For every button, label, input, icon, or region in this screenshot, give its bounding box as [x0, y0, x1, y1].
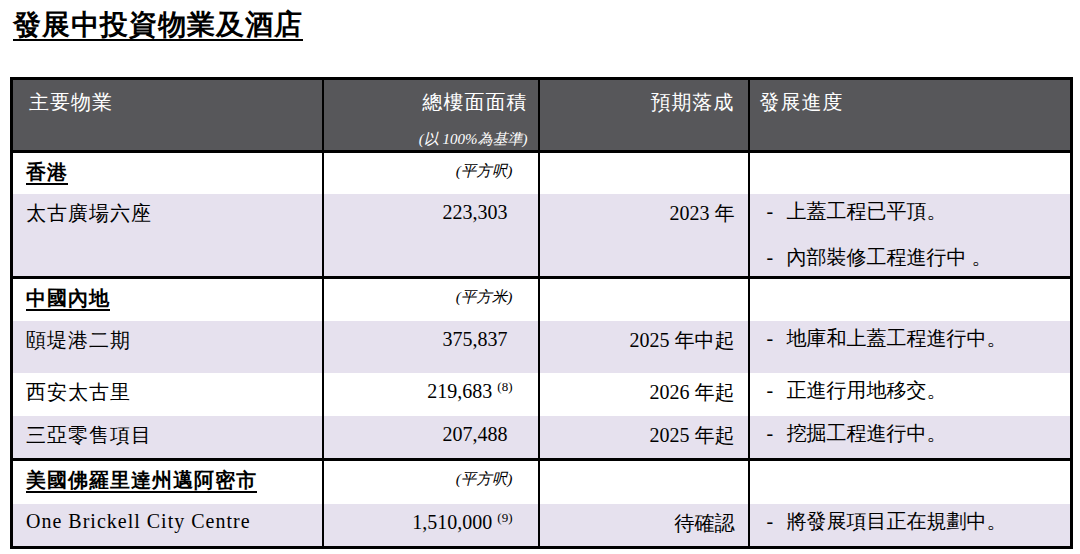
completion-value: 2025 年中起 [539, 321, 749, 373]
table-row-taikoo-li-xian: 西安太古里 219,683 (8) 2026 年起 -正進行用地移交。 [12, 373, 1072, 416]
column-header-progress-label: 發展進度 [760, 89, 844, 116]
footnote-ref: (9) [497, 510, 512, 525]
section-name: 美國佛羅里達州邁阿密市 [26, 469, 257, 491]
bullet-dash: - [767, 510, 787, 532]
properties-table-wrapper: 主要物業 總樓面面積 (以 100%為基準) 預期落成 發展進度 香港 (平方呎 [10, 77, 1070, 549]
progress-item: -地庫和上蓋工程進行中。 [767, 327, 1067, 349]
page-title: 發展中投資物業及酒店 [13, 6, 303, 44]
completion-value: 2025 年起 [539, 416, 749, 460]
column-header-completion: 預期落成 [539, 79, 749, 152]
progress-item: -內部裝修工程進行中 。 [767, 246, 1067, 268]
bullet-dash: - [767, 246, 787, 268]
property-name: 太古廣場六座 [26, 202, 152, 224]
column-header-gfa-sublabel: (以 100%為基準) [419, 130, 528, 149]
progress-text: 挖掘工程進行中。 [787, 422, 947, 444]
progress-text: 正進行用地移交。 [787, 379, 947, 401]
unit-label: (平方呎) [456, 162, 513, 179]
progress-text: 上蓋工程已平頂。 [787, 200, 947, 222]
unit-label: (平方呎) [456, 470, 513, 487]
progress-item: -正進行用地移交。 [767, 379, 1067, 401]
footnote-ref: (8) [497, 379, 512, 394]
progress-text: 內部裝修工程進行中 。 [787, 246, 992, 268]
document-page: 發展中投資物業及酒店 主要物業 總樓面面積 (以 100%為基準) 預期落成 [0, 0, 1080, 554]
property-name: 頤堤港二期 [26, 329, 131, 351]
gfa-value: 375,837 [443, 328, 508, 350]
unit-label: (平方米) [456, 288, 513, 305]
progress-text: 地庫和上蓋工程進行中。 [787, 327, 1007, 349]
property-name: 三亞零售項目 [26, 424, 152, 446]
bullet-dash: - [767, 200, 787, 222]
column-header-property: 主要物業 [12, 79, 323, 152]
bullet-dash: - [767, 422, 787, 444]
column-header-completion-label: 預期落成 [651, 89, 735, 116]
gfa-value: 207,488 [443, 423, 508, 445]
section-row-miami-florida-usa: 美國佛羅里達州邁阿密市 (平方呎) [12, 460, 1072, 504]
table-row-indigo-phase-two: 頤堤港二期 375,837 2025 年中起 -地庫和上蓋工程進行中。 [12, 321, 1072, 373]
progress-item: -將發展項目正在規劃中。 [767, 510, 1067, 532]
bullet-dash: - [767, 327, 787, 349]
column-header-gfa: 總樓面面積 (以 100%為基準) [323, 79, 539, 152]
bullet-dash: - [767, 379, 787, 401]
column-header-progress: 發展進度 [749, 79, 1072, 152]
progress-text: 將發展項目正在規劃中。 [787, 510, 1007, 532]
table-header-row: 主要物業 總樓面面積 (以 100%為基準) 預期落成 發展進度 [12, 79, 1072, 152]
gfa-value: 223,303 [443, 201, 508, 223]
completion-value: 2026 年起 [539, 373, 749, 416]
column-header-gfa-label: 總樓面面積 [423, 89, 528, 116]
property-name: 西安太古里 [26, 381, 131, 403]
progress-item: -上蓋工程已平頂。 [767, 200, 1067, 222]
section-name: 香港 [26, 161, 68, 183]
section-row-chinese-mainland: 中國內地 (平方米) [12, 278, 1072, 321]
table-row-sanya-retail-project: 三亞零售項目 207,488 2025 年起 -挖掘工程進行中。 [12, 416, 1072, 460]
gfa-value: 1,510,000 [412, 511, 492, 533]
section-name: 中國內地 [26, 287, 110, 309]
column-header-property-label: 主要物業 [29, 89, 113, 116]
property-name: One Brickell City Centre [26, 510, 251, 532]
completion-value: 待確認 [539, 504, 749, 548]
properties-under-development-table: 主要物業 總樓面面積 (以 100%為基準) 預期落成 發展進度 香港 (平方呎 [10, 77, 1073, 549]
table-row-six-pacific-place: 太古廣場六座 223,303 2023 年 -上蓋工程已平頂。 -內部裝修工程進… [12, 194, 1072, 278]
gfa-value: 219,683 [427, 380, 492, 402]
progress-item: -挖掘工程進行中。 [767, 422, 1067, 444]
completion-value: 2023 年 [539, 194, 749, 278]
section-row-hong-kong: 香港 (平方呎) [12, 152, 1072, 194]
table-row-one-brickell-city-centre: One Brickell City Centre 1,510,000 (9) 待確… [12, 504, 1072, 548]
